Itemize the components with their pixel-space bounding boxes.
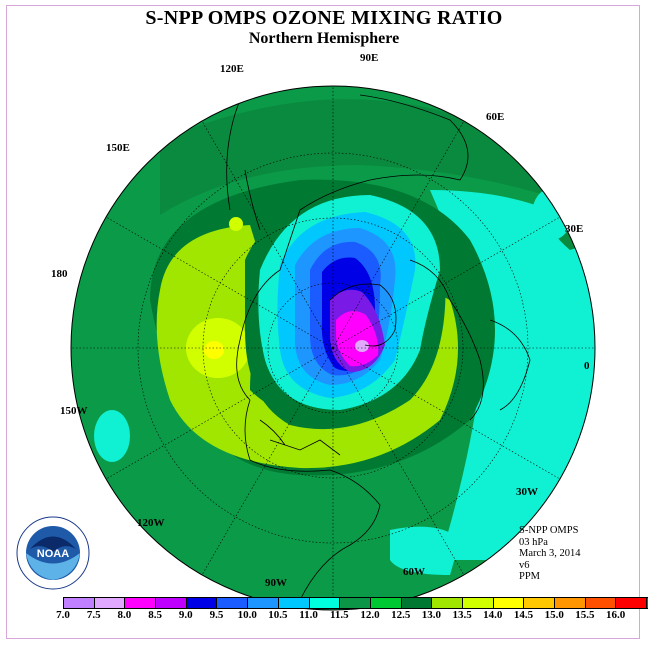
colorbar-swatch: [555, 598, 586, 608]
info-instrument: S-NPP OMPS: [519, 525, 579, 536]
colorbar-tick-label: 10.5: [268, 609, 288, 621]
lat-circle-3: [137, 152, 529, 544]
colorbar-tick-label: 15.0: [544, 609, 564, 621]
colorbar-swatch: [432, 598, 463, 608]
colorbar-swatch: [401, 598, 433, 608]
info-block: S-NPP OMPS 03 hPa March 3, 2014 v6 PPM: [519, 525, 581, 583]
colorbar-swatch: [616, 598, 648, 608]
lon-label-150e: 150E: [106, 142, 130, 154]
colorbar-swatch: [585, 598, 617, 608]
field-8-0: [336, 311, 379, 367]
coast-scandinavia: [489, 319, 531, 411]
colorbar-swatch: [524, 598, 555, 608]
meridian-150e: [105, 216, 334, 349]
colorbar-swatch: [370, 598, 402, 608]
lon-label-30w: 30W: [516, 486, 538, 498]
colorbar-tick-label: 10.0: [237, 609, 257, 621]
field-13-5: [204, 341, 224, 359]
colorbar-swatch: [309, 598, 341, 608]
colorbar-tick-label: 9.5: [209, 609, 224, 621]
lon-label-60w: 60W: [403, 566, 425, 578]
colorbar-swatch: [125, 598, 157, 608]
coast-greenland: [329, 283, 397, 347]
meridian-30e: [332, 216, 561, 349]
lon-label-180: 180: [51, 268, 68, 280]
colorbar-tick-label: 13.0: [421, 609, 442, 621]
colorbar-tick-label: 12.5: [391, 609, 411, 621]
lon-label-120w: 120W: [137, 517, 165, 529]
noaa-logo: NOAA: [16, 516, 90, 590]
colorbar-swatch: [217, 598, 249, 608]
field-11-5-dark: [160, 99, 560, 215]
field-blob-pacific: [94, 410, 130, 462]
colorbar-tick-label: 14.5: [513, 609, 534, 621]
lon-label-90w: 90W: [265, 577, 287, 589]
colorbar-tick-label: 15.5: [575, 609, 595, 621]
logo-wave: [26, 553, 80, 580]
field-blob-north: [229, 217, 243, 231]
lon-label-150w: 150W: [60, 405, 88, 417]
map-subtitle: Northern Hemisphere: [248, 30, 400, 47]
lon-label-90e: 90E: [360, 52, 379, 64]
info-version: v6: [519, 559, 530, 571]
colorbar-tick-label: 9.0: [178, 609, 193, 621]
info-level: 03 hPa: [519, 536, 548, 548]
lon-label-120e: 120E: [220, 63, 244, 75]
colorbar-swatch: [64, 598, 95, 608]
info-units: PPM: [519, 571, 541, 582]
graticule: [71, 86, 595, 610]
colorbar-swatch: [186, 598, 218, 608]
lon-label-0: 0: [584, 360, 590, 372]
coast-siberia: [299, 94, 469, 211]
colorbar-tick-label: 13.5: [452, 609, 472, 621]
colorbar-swatch: [156, 598, 187, 608]
meridian-120e: [201, 120, 334, 349]
field-11-0-se: [390, 526, 460, 575]
meridian-60w: [332, 347, 465, 576]
colorbar-swatch: [278, 598, 310, 608]
meridian-60e: [332, 120, 465, 349]
colorbar-swatch: [462, 598, 494, 608]
colorbar-tick-label: 7.5: [86, 609, 101, 621]
lon-label-60e: 60E: [486, 111, 505, 123]
colorbar-tick-label: 8.0: [117, 609, 132, 621]
logo-text: NOAA: [37, 548, 69, 560]
colorbar-tick-label: 14.0: [483, 609, 503, 621]
map-boundary: [70, 85, 596, 611]
colorbar-tick-label: 16.0: [605, 609, 626, 621]
info-date: March 3, 2014: [519, 548, 581, 559]
colorbar-swatch: [340, 598, 371, 608]
colorbar-swatch: [248, 598, 279, 608]
colorbar-tick-label: 7.0: [56, 609, 70, 621]
coast-us-states: [259, 419, 341, 456]
lon-label-30e: 30E: [565, 223, 584, 235]
lat-circle-1: [267, 282, 399, 414]
colorbar-tick-label: 8.5: [148, 609, 162, 621]
coast-alaska: [236, 209, 301, 401]
field-12-5-band: [156, 225, 458, 469]
colorbar-swatch: [493, 598, 525, 608]
colorbar-tick-label: 11.5: [329, 609, 349, 621]
logo-bird: [30, 536, 76, 552]
coast-europe: [409, 259, 484, 421]
field-7-5: [355, 340, 369, 352]
coastlines: [226, 94, 531, 601]
meridian-150w: [105, 347, 334, 480]
meridian-30w: [332, 347, 561, 480]
colorbar-swatch: [94, 598, 126, 608]
meridian-120w: [201, 347, 334, 576]
colorbar: [63, 597, 648, 609]
colorbar-tick-label: 11.0: [299, 609, 318, 621]
colorbar-ticks: 7.0 7.5 8.0 8.5 9.0 9.5 10.0 10.5 11.0 11.5 12.0 12…: [0, 609, 648, 623]
coast-north-america: [244, 399, 381, 601]
page-frame: [6, 5, 640, 639]
colorbar-tick-label: 12.0: [360, 609, 380, 621]
map-title: S-NPP OMPS OZONE MIXING RATIO: [145, 7, 503, 29]
coast-east-asia: [226, 99, 261, 231]
